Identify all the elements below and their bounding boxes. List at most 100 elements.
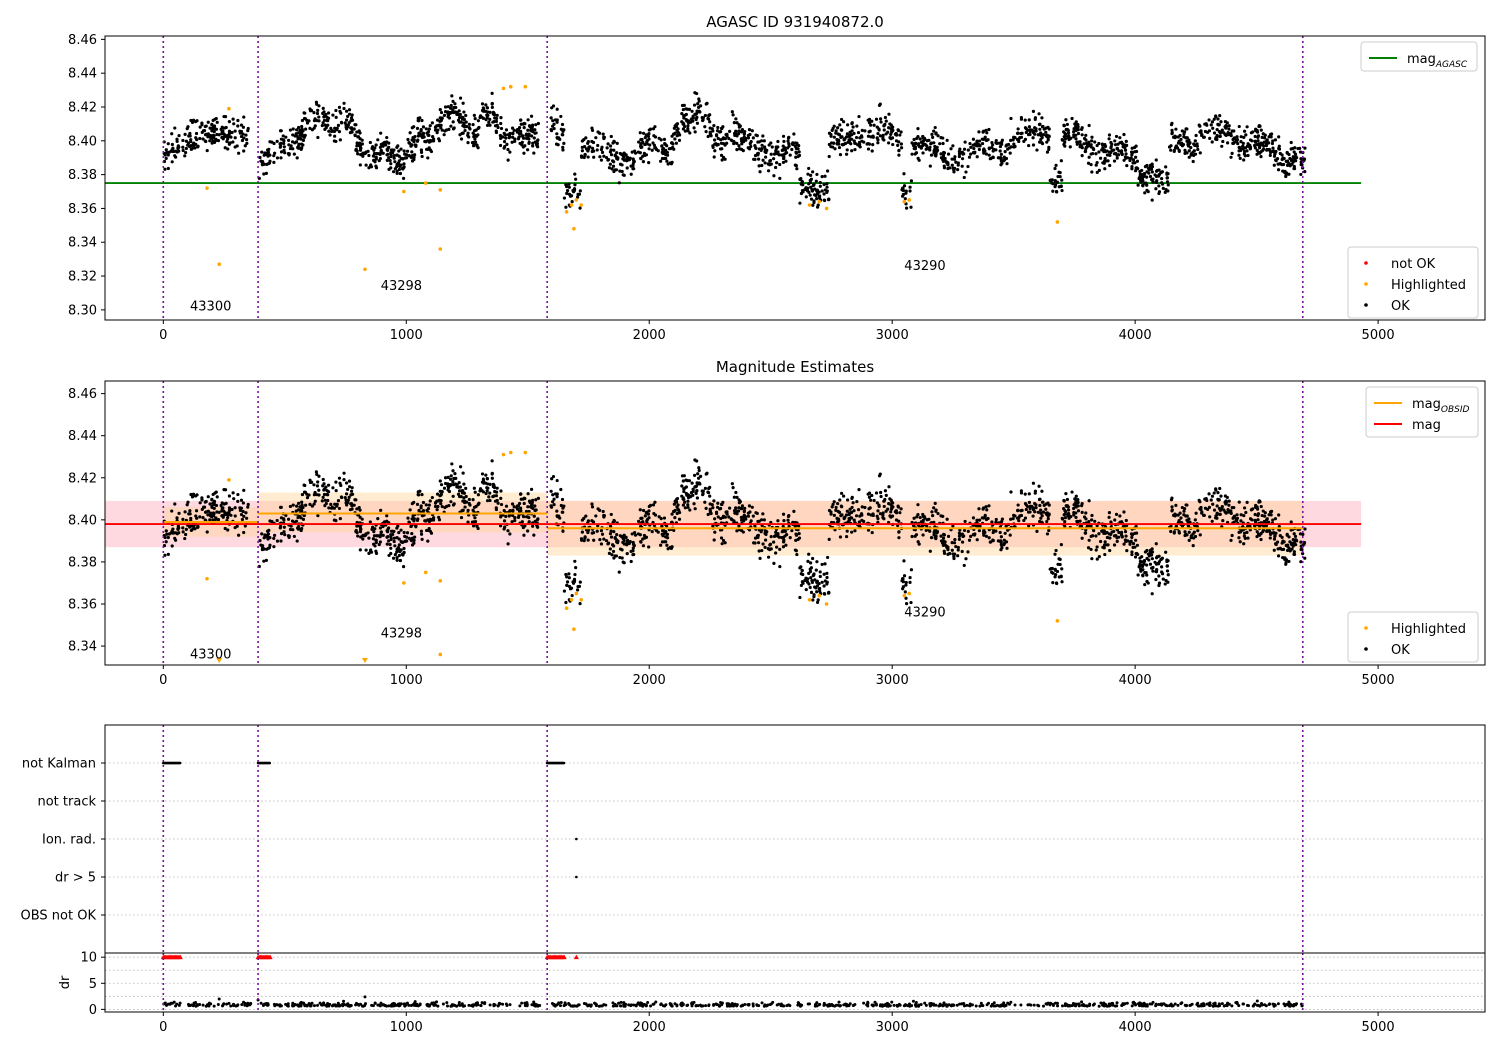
- ok-point: [1242, 531, 1247, 535]
- ok-point: [652, 143, 657, 147]
- ok-point: [433, 128, 438, 132]
- ok-point: [723, 157, 727, 161]
- ok-point: [807, 571, 811, 575]
- ok-point: [775, 545, 779, 549]
- ok-point: [446, 485, 451, 490]
- y-tick-label: 8.46: [68, 33, 97, 48]
- ok-point: [793, 163, 797, 167]
- y-tick-label: 8.36: [68, 202, 97, 217]
- ok-point: [769, 162, 773, 166]
- ok-point: [364, 163, 368, 167]
- ok-point: [659, 543, 663, 547]
- ok-point: [478, 487, 483, 491]
- ok-point: [232, 122, 236, 126]
- ok-point: [366, 149, 370, 153]
- ok-point: [386, 152, 390, 156]
- ok-point: [1102, 150, 1106, 154]
- ok-point: [1029, 504, 1034, 509]
- ok-point: [442, 113, 447, 117]
- ok-point: [569, 194, 574, 198]
- ok-point: [397, 154, 401, 158]
- ok-point: [769, 534, 773, 539]
- ok-point: [240, 517, 245, 522]
- ok-point: [1079, 144, 1083, 148]
- ok-point: [704, 506, 708, 510]
- ok-point: [555, 132, 559, 136]
- ok-point: [367, 153, 371, 158]
- ok-point: [393, 160, 397, 164]
- ok-point: [1124, 518, 1128, 523]
- ok-point: [430, 495, 434, 500]
- ok-point: [1230, 533, 1234, 538]
- ok-point: [1182, 509, 1186, 513]
- ok-point: [647, 128, 651, 132]
- ok-point: [665, 144, 669, 148]
- ok-point: [212, 501, 216, 505]
- ok-point: [496, 501, 500, 505]
- ok-point: [1066, 505, 1070, 509]
- ok-point: [1271, 518, 1275, 522]
- ok-point: [1057, 170, 1061, 174]
- ok-point: [1218, 512, 1222, 517]
- ok-point: [529, 114, 534, 118]
- ok-point: [267, 546, 272, 550]
- ok-point: [977, 518, 982, 522]
- ok-point: [1084, 145, 1088, 150]
- ok-point: [608, 162, 612, 166]
- ok-point: [1038, 519, 1042, 524]
- ok-point: [994, 517, 998, 522]
- ok-point: [781, 535, 786, 539]
- ok-point: [701, 118, 705, 122]
- ok-point: [1235, 518, 1239, 522]
- chart-title: AGASC ID 931940872.0: [706, 13, 884, 31]
- ok-point: [640, 516, 644, 520]
- ok-point: [817, 194, 821, 198]
- ok-point: [204, 139, 208, 144]
- ok-point: [392, 154, 396, 158]
- ok-point: [428, 529, 433, 533]
- ok-point: [1288, 540, 1292, 544]
- ok-point: [533, 504, 537, 508]
- ok-point: [1194, 133, 1198, 138]
- ok-point: [473, 516, 477, 520]
- ok-point: [803, 578, 807, 583]
- ok-point: [670, 134, 674, 138]
- ok-point: [181, 526, 185, 530]
- ok-point: [282, 145, 286, 149]
- ok-point: [1218, 134, 1222, 139]
- ok-point: [198, 125, 202, 129]
- ok-point: [574, 177, 578, 181]
- ok-point: [387, 156, 391, 160]
- ok-point: [515, 128, 520, 132]
- ok-point: [435, 492, 440, 496]
- ok-point: [640, 137, 644, 142]
- ok-point: [395, 526, 399, 530]
- ok-point: [1229, 538, 1233, 542]
- ok-point: [944, 160, 949, 164]
- ok-point: [763, 147, 767, 152]
- ok-point: [609, 535, 614, 539]
- ok-point: [502, 519, 507, 523]
- ok-point: [706, 116, 710, 121]
- ok-point: [348, 131, 353, 135]
- ok-point: [599, 542, 604, 546]
- ok-point: [451, 469, 455, 473]
- ok-point: [1176, 135, 1180, 139]
- ok-point: [894, 131, 898, 136]
- ok-point: [1055, 581, 1059, 586]
- ok-point: [782, 540, 786, 544]
- ok-point: [478, 114, 483, 118]
- ok-point: [531, 144, 535, 148]
- ok-point: [618, 555, 622, 560]
- ok-point: [673, 499, 677, 503]
- ok-point: [832, 141, 836, 145]
- ok-point: [695, 121, 699, 125]
- ok-point: [466, 131, 470, 135]
- ok-point: [746, 514, 751, 518]
- ok-point: [953, 155, 957, 159]
- ok-point: [1056, 174, 1060, 179]
- ok-point: [1079, 524, 1083, 528]
- ok-point: [696, 472, 700, 476]
- ok-point: [402, 530, 406, 535]
- ok-point: [552, 497, 556, 501]
